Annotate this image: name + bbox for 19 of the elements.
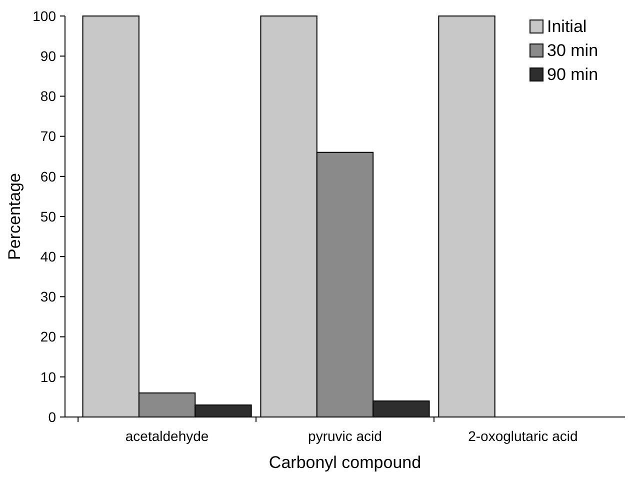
x-tick-label: 2-oxoglutaric acid [468, 428, 578, 444]
y-tick-label: 20 [40, 328, 56, 345]
y-tick-label: 50 [40, 208, 56, 224]
x-tick-label: pyruvic acid [308, 428, 382, 444]
legend-label: 30 min [547, 41, 598, 60]
y-tick-label: 100 [32, 8, 56, 24]
y-tick-label: 70 [40, 128, 56, 144]
legend-label: Initial [547, 17, 587, 36]
y-tick-label: 10 [40, 368, 56, 385]
y-axis-title: Percentage [5, 173, 24, 260]
y-tick-label: 30 [40, 288, 56, 305]
y-tick-label: 40 [40, 248, 56, 264]
x-tick-label: acetaldehyde [125, 428, 209, 444]
y-tick-label: 60 [40, 168, 56, 184]
y-tick-label: 0 [48, 408, 56, 425]
y-tick-label: 90 [40, 48, 56, 64]
y-tick-label: 80 [40, 88, 56, 104]
legend-label: 90 min [547, 65, 598, 84]
x-axis-title: Carbonyl compound [268, 453, 422, 472]
